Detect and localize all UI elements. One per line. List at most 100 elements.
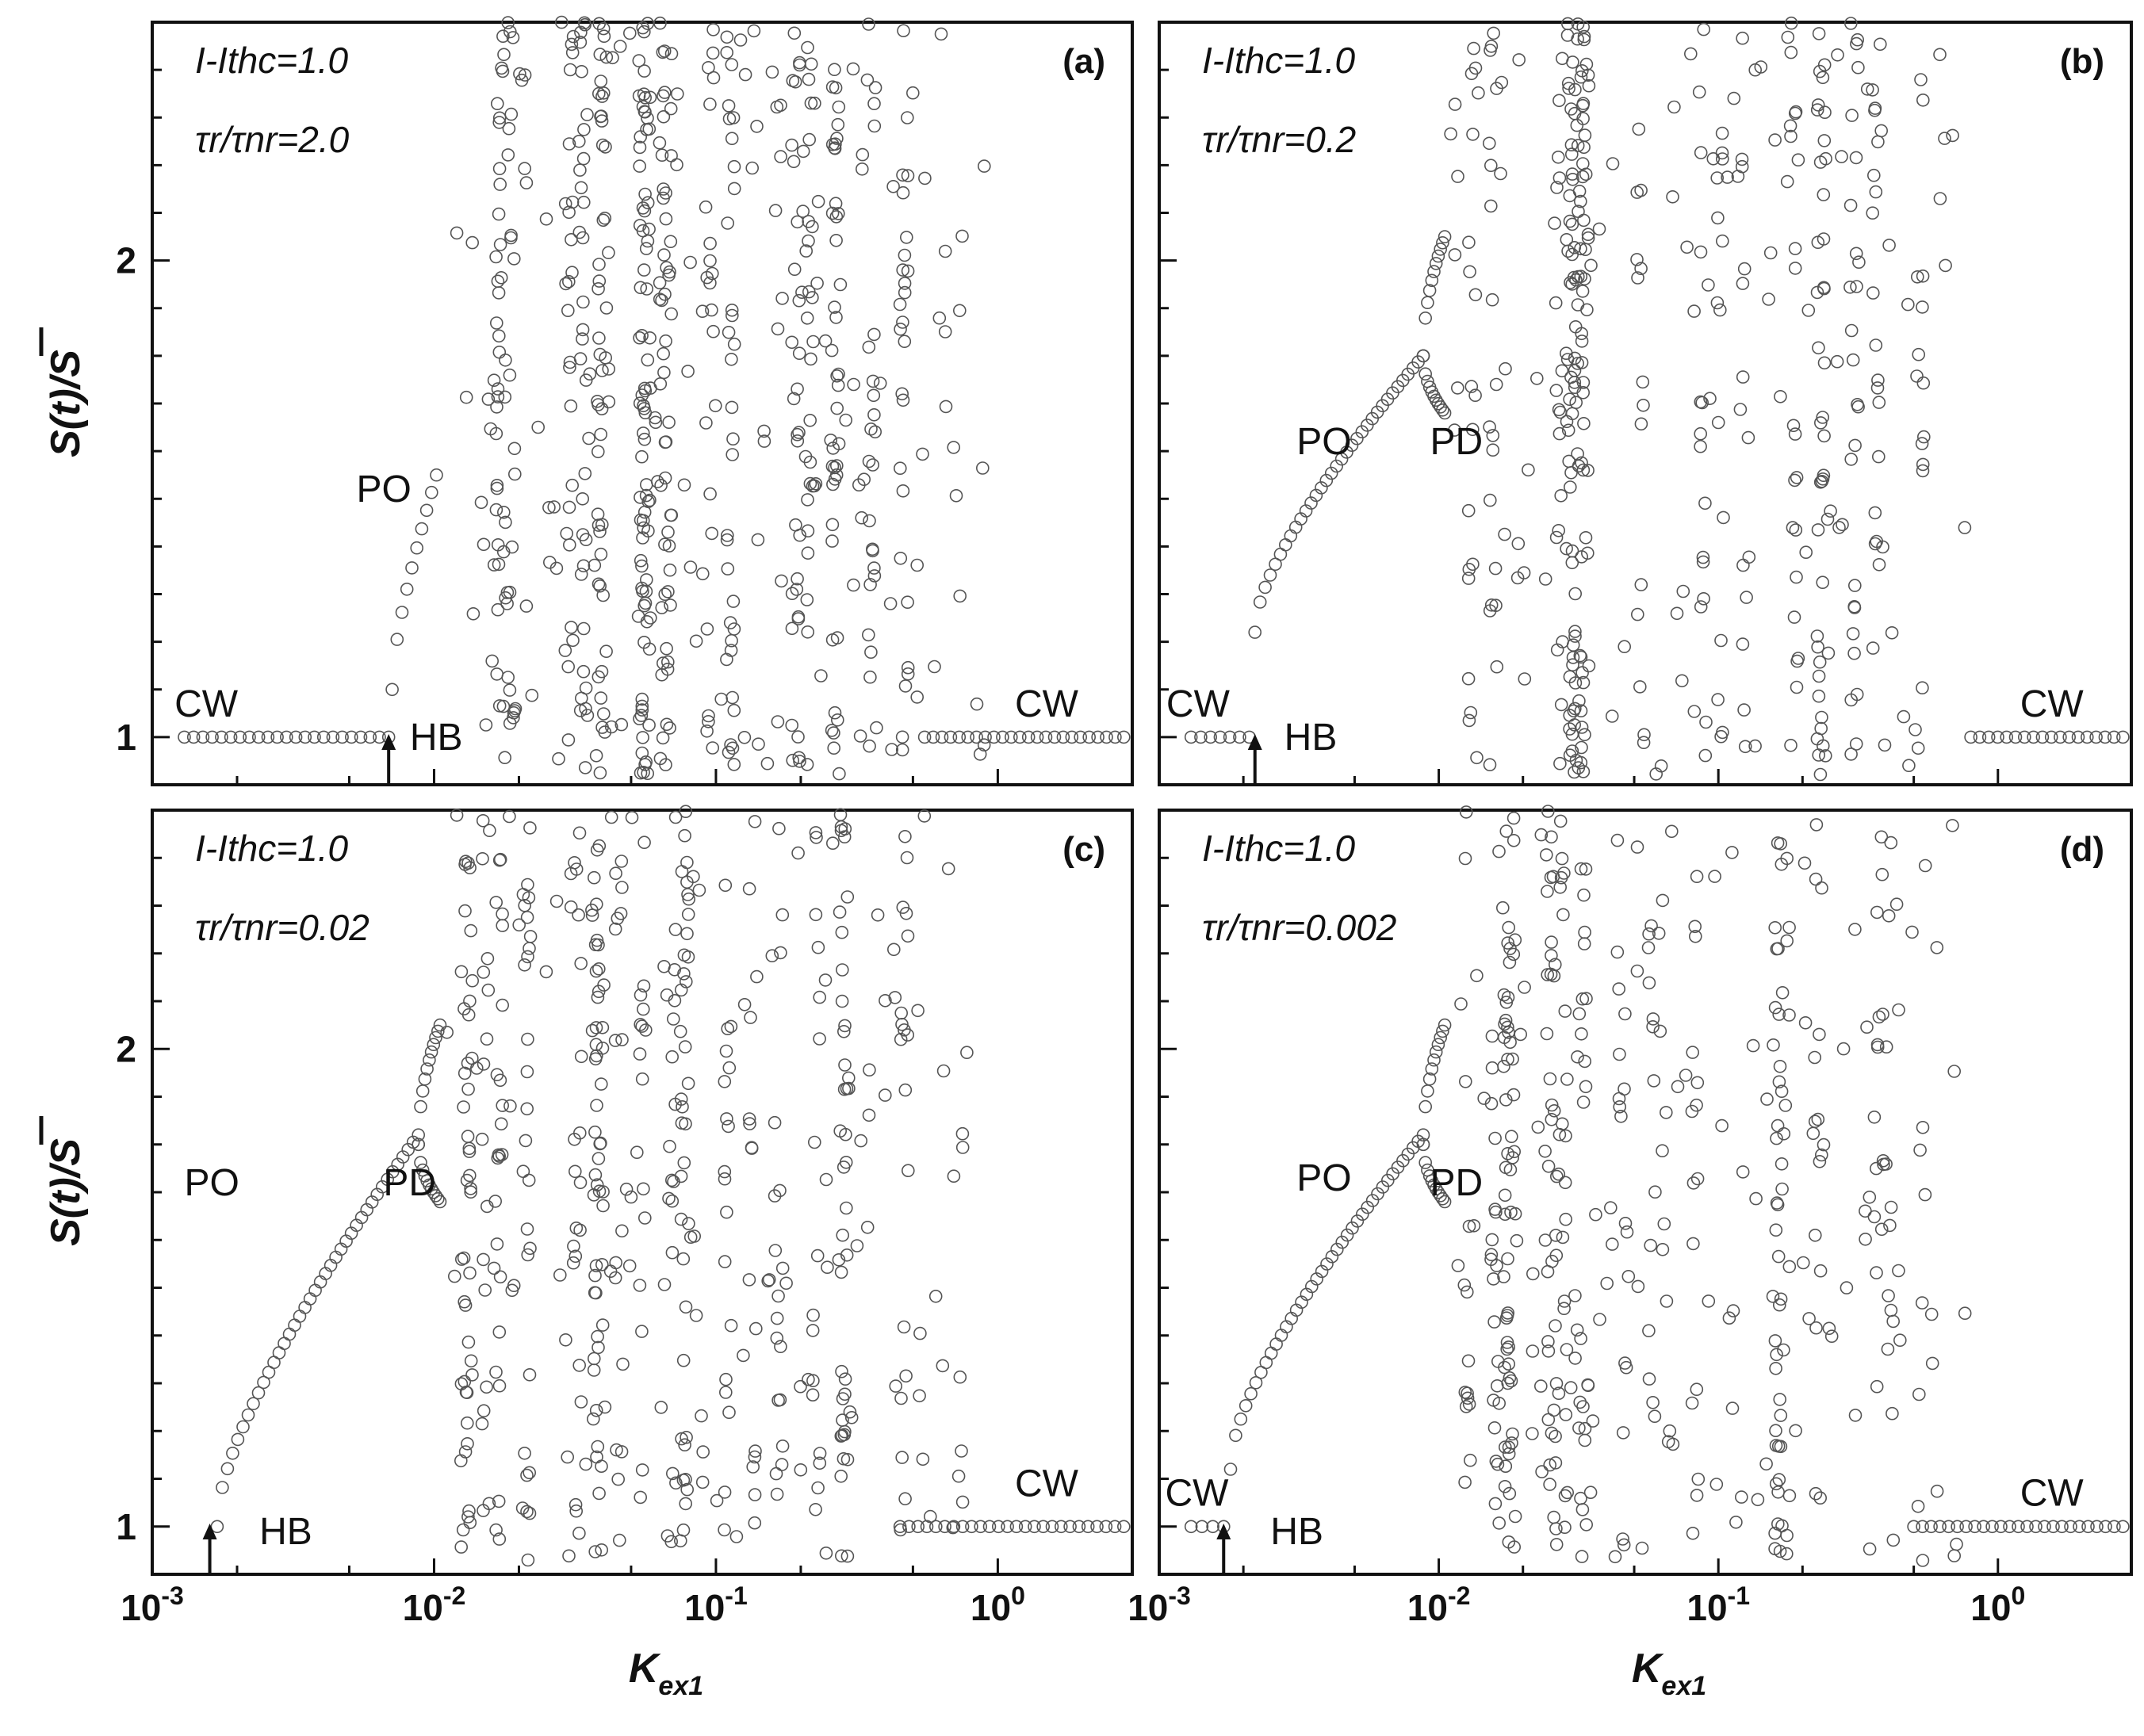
data-point — [1253, 595, 1267, 609]
data-point — [561, 1450, 575, 1464]
data-point — [478, 1283, 492, 1297]
data-point — [1045, 1520, 1059, 1534]
data-point — [596, 86, 611, 100]
data-point — [492, 1378, 507, 1393]
data-point — [493, 1270, 507, 1284]
data-point — [520, 1505, 534, 1519]
data-point — [1713, 303, 1727, 317]
data-point — [1726, 1304, 1740, 1317]
data-point — [724, 1318, 738, 1333]
data-point — [1810, 103, 1824, 117]
data-point — [1579, 1080, 1593, 1094]
data-point — [602, 246, 615, 260]
data-point — [947, 1169, 961, 1183]
data-point — [1631, 1279, 1645, 1294]
data-point — [1697, 591, 1710, 606]
data-point — [563, 355, 577, 369]
data-point — [633, 1279, 647, 1292]
data-point — [1604, 1201, 1618, 1214]
data-point — [678, 1040, 692, 1053]
data-point — [504, 231, 518, 245]
data-point — [1831, 48, 1844, 62]
annotation-cw: CW — [1015, 683, 1079, 725]
data-point — [1568, 676, 1583, 690]
data-point — [1498, 1360, 1511, 1375]
data-point — [224, 730, 238, 744]
data-point — [1566, 173, 1579, 186]
data-point — [1431, 396, 1445, 411]
data-point — [1001, 1520, 1014, 1534]
data-point — [1195, 1520, 1209, 1534]
data-point — [1566, 55, 1579, 69]
data-point — [733, 33, 748, 47]
data-point — [751, 533, 765, 547]
data-point — [569, 1497, 583, 1512]
data-point — [1324, 466, 1338, 480]
data-point — [687, 870, 700, 884]
data-point — [1438, 1018, 1452, 1032]
data-point — [666, 1012, 680, 1026]
data-point — [1575, 285, 1590, 298]
data-point — [1630, 253, 1644, 266]
data-point — [726, 432, 740, 446]
data-point — [1816, 71, 1830, 85]
data-point — [1690, 1382, 1704, 1396]
data-point — [1568, 765, 1581, 779]
data-point — [1356, 1207, 1369, 1221]
data-point — [660, 988, 674, 1002]
data-point — [431, 1192, 445, 1206]
data-point — [1844, 323, 1859, 338]
data-point — [1907, 1520, 1920, 1534]
data-point — [1870, 381, 1885, 395]
data-point — [1504, 1374, 1518, 1388]
data-point — [477, 1057, 491, 1071]
data-point — [1427, 1053, 1441, 1067]
param-ratio: τr/τnr=0.2 — [1202, 119, 1356, 160]
data-point — [834, 1470, 848, 1483]
data-point — [806, 1308, 820, 1322]
data-point — [459, 390, 473, 404]
data-point — [491, 390, 505, 403]
data-point — [1964, 730, 1977, 744]
data-point — [1817, 429, 1831, 443]
data-point — [675, 865, 689, 878]
data-point — [1570, 1323, 1584, 1337]
data-point — [1613, 1047, 1626, 1061]
data-point — [1541, 1264, 1555, 1279]
data-point — [1918, 1187, 1932, 1202]
data-point — [643, 90, 657, 105]
data-point — [1958, 521, 1972, 534]
data-point — [791, 382, 804, 396]
data-point — [1670, 606, 1684, 621]
data-point — [1866, 286, 1880, 300]
data-point — [599, 644, 613, 659]
data-point — [433, 1195, 447, 1209]
data-point — [1538, 572, 1552, 586]
data-point — [461, 1437, 474, 1451]
data-point — [1239, 1399, 1253, 1413]
data-point — [1783, 119, 1798, 133]
data-point — [1848, 1409, 1863, 1422]
data-point — [1263, 568, 1277, 582]
data-point — [1775, 1157, 1789, 1171]
data-point — [862, 1108, 876, 1122]
data-point — [576, 664, 591, 679]
data-point — [1822, 1321, 1836, 1336]
data-point — [1653, 1024, 1667, 1038]
data-point — [1620, 1225, 1634, 1239]
data-point — [852, 478, 866, 492]
data-point — [1108, 730, 1122, 744]
data-point — [487, 558, 501, 572]
data-point — [1646, 1012, 1660, 1026]
data-point — [1549, 530, 1564, 545]
data-point — [1548, 216, 1561, 230]
data-point — [547, 500, 561, 514]
data-point — [718, 1386, 733, 1399]
data-point — [1820, 512, 1835, 526]
data-point — [1463, 265, 1476, 279]
data-point — [1558, 1004, 1572, 1018]
data-point — [490, 481, 504, 495]
data-point — [699, 416, 713, 430]
data-point — [1488, 1203, 1502, 1216]
data-point — [1544, 967, 1558, 981]
